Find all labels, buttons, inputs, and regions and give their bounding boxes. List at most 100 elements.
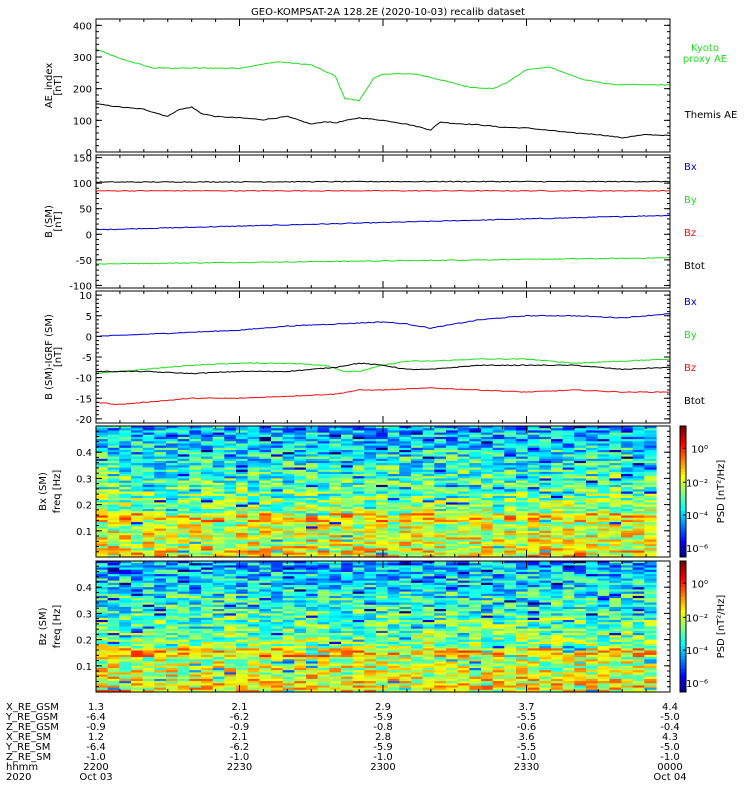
spectrogram-cell [189,659,202,663]
spectrogram-cell [446,443,459,447]
spectrogram-cell [492,482,505,486]
spectrogram-cell [224,528,237,532]
spectrogram-cell [364,652,377,656]
spectrogram-cell [142,471,155,475]
spectrogram-cell [376,491,389,495]
spectrogram-cell [271,546,284,549]
spectrogram-cell [562,513,575,517]
spectrogram-cell [201,535,214,538]
spectrogram-cell [177,528,190,532]
spectrogram-cell [189,502,202,506]
spectrogram-cell [527,439,540,442]
spectrogram-cell [189,615,202,619]
spectrogram-cell [434,517,447,521]
spectrogram-cell [96,674,109,678]
spectrogram-cell [212,546,225,549]
spectrogram-cell [294,546,307,549]
spectrogram-cell [609,469,622,473]
spectrogram-cell [411,482,424,486]
spectrogram-cell [352,441,365,445]
spectrogram-cell [551,430,564,434]
spectrogram-cell [352,576,365,580]
spectrogram-cell [189,541,202,545]
spectrogram-cell [142,476,155,479]
spectrogram-cell [446,463,459,466]
spectrogram-cell [271,550,284,554]
spectrogram-cell [107,474,120,477]
spectrogram-cell [562,441,575,445]
spectrogram-cell [224,454,237,458]
spectrogram-cell [247,595,260,599]
spectrogram-cell [597,535,610,538]
spectrogram-cell [411,467,424,471]
spectrogram-cell [504,469,517,473]
spectrogram-cell [119,595,132,599]
spectrogram-cell [236,456,249,460]
spectrogram-cell [282,539,295,543]
spectrogram-cell [201,513,214,517]
spectrogram-cell [142,469,155,473]
spectrogram-cell [306,652,319,656]
spectrogram-cell [317,467,330,471]
spectrogram-cell [201,487,214,490]
spectrogram-cell [341,535,354,538]
spectrogram-cell [294,650,307,654]
spectrogram-cell [142,563,155,566]
spectrogram-cell [201,471,214,475]
spectrogram-cell [457,539,470,543]
spectrogram-cell [154,519,167,523]
spectrogram-cell [177,609,190,612]
spectrogram-cell [446,430,459,434]
spectrogram-cell [562,509,575,512]
spectrogram-cell [96,598,109,601]
spectrogram-cell [434,515,447,519]
spectrogram-cell [96,450,109,453]
spectrogram-cell [399,548,412,552]
spectrogram-cell [166,589,179,593]
spectrogram-cell [492,443,505,447]
spectrogram-cell [504,515,517,519]
spectrogram-cell [96,565,109,569]
spectrogram-cell [96,681,109,684]
spectrogram-cell [166,519,179,523]
spectrogram-cell [597,489,610,493]
spectrogram-cell [166,652,179,656]
spectrogram-cell [282,445,295,449]
spectrogram-cell [154,574,167,577]
spectrogram-cell [644,500,657,503]
spectrogram-cell [341,546,354,549]
spectrogram-cell [387,454,400,458]
spectrogram-cell [166,626,179,630]
spectrogram-cell [399,450,412,453]
spectrogram-cell [364,580,377,584]
spectrogram-cell [166,546,179,549]
spectrogram-cell [142,606,155,610]
spectrogram-cell [212,571,225,575]
spectrogram-cell [306,589,319,593]
spectrogram-cell [131,546,144,549]
spectrogram-cell [107,465,120,469]
spectrogram-cell [224,685,237,689]
spectrogram-cell [422,550,435,554]
spectrogram-cell [586,513,599,517]
spectrogram-cell [306,657,319,660]
spectrogram-cell [422,439,435,442]
spectrogram-cell [352,463,365,466]
spectrogram-cell [632,509,645,512]
spectrogram-cell [632,467,645,471]
spectrogram-cell [457,504,470,508]
spectrogram-cell [271,670,284,673]
spectrogram-cell [609,541,622,545]
spectrogram-cell [306,587,319,590]
spectrogram-cell [189,571,202,575]
spectrogram-cell [259,569,272,573]
spectrogram-cell [96,519,109,523]
spectrogram-cell [632,454,645,458]
spectrogram-cell [224,443,237,447]
spectrogram-cell [189,465,202,469]
spectrogram-cell [411,493,424,497]
spectrogram-cell [306,541,319,545]
spectrogram-cell [376,445,389,449]
spectrogram-cell [131,543,144,547]
spectrogram-cell [131,426,144,429]
